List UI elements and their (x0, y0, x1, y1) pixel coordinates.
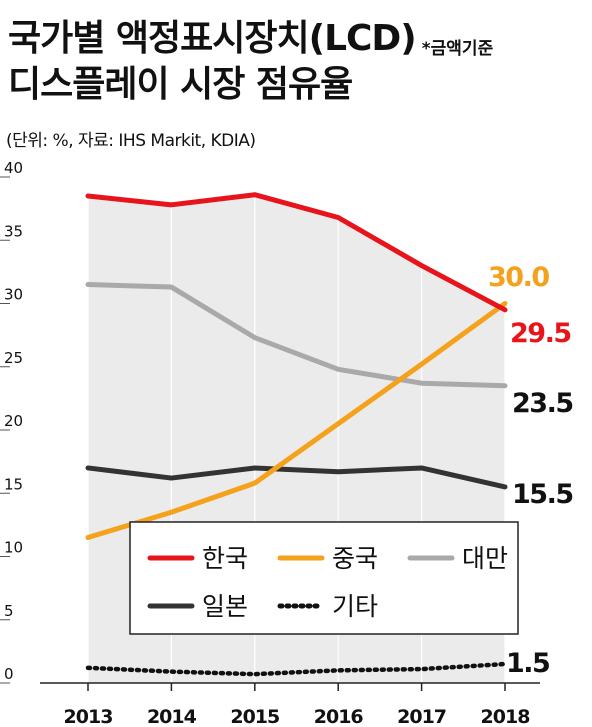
chart-subtitle: (단위: %, 자료: IHS Markit, KDIA) (6, 131, 256, 151)
y-tick-label-5: 5 (4, 602, 14, 620)
x-tick-label-2014: 2014 (147, 706, 197, 727)
y-tick-label-35: 35 (4, 222, 23, 240)
end-value-label-japan: 15.5 (512, 479, 573, 510)
y-tick-label-30: 30 (4, 286, 23, 304)
series-line-china (85, 301, 508, 541)
x-tick-label-2016: 2016 (314, 706, 364, 727)
legend-label-taiwan: 대만 (462, 544, 508, 573)
legend-label-japan: 일본 (202, 592, 248, 621)
x-tick-label-2013: 2013 (64, 706, 113, 727)
title-main: 국가별 액정표시장치(LCD) (8, 18, 417, 59)
y-tick-label-10: 10 (4, 539, 23, 557)
legend-label-china: 중국 (332, 544, 378, 573)
legend-label-korea: 한국 (202, 544, 248, 573)
series-line-others (85, 661, 508, 677)
x-tick-label-2015: 2015 (230, 706, 279, 727)
series-line-japan (85, 465, 508, 490)
series-line-taiwan (85, 282, 508, 389)
chart-title: 국가별 액정표시장치(LCD) *금액기준 디스플레이 시장 점유율 (8, 18, 588, 106)
y-tick-label-20: 20 (4, 412, 23, 430)
end-value-label-others: 1.5 (506, 648, 549, 679)
y-tick-label-25: 25 (4, 349, 23, 367)
y-tick-label-40: 40 (4, 159, 23, 177)
y-tick-label-0: 0 (4, 665, 14, 683)
legend-label-others: 기타 (332, 592, 378, 621)
x-tick-label-2017: 2017 (397, 706, 446, 727)
x-tick-label-2018: 2018 (481, 706, 531, 727)
legend-box (129, 521, 519, 635)
series-line-korea (85, 192, 508, 313)
y-tick-label-15: 15 (4, 475, 23, 493)
end-value-label-korea: 29.5 (510, 318, 571, 349)
title-line-1: 국가별 액정표시장치(LCD) *금액기준 (8, 18, 588, 60)
end-value-label-taiwan: 23.5 (512, 388, 573, 419)
end-value-label-china: 30.0 (488, 262, 549, 293)
title-note: *금액기준 (421, 39, 494, 59)
title-line-2: 디스플레이 시장 점유율 (8, 64, 353, 105)
